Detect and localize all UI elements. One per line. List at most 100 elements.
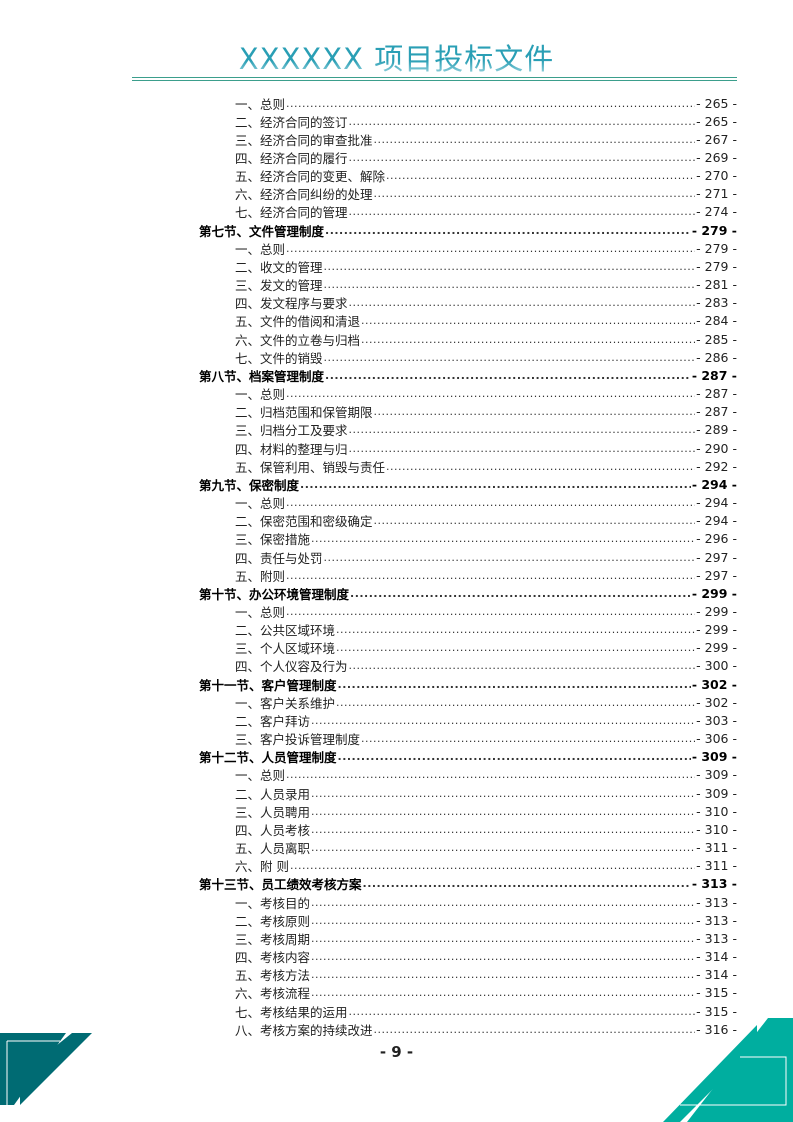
toc-entry[interactable]: 三、客户投诉管理制度 - 306 -: [235, 730, 737, 748]
toc-entry-page: - 287 -: [691, 367, 737, 383]
toc-entry[interactable]: 六、文件的立卷与归档 - 285 -: [235, 330, 737, 348]
toc-section-entry[interactable]: 第十三节、员工绩效考核方案 - 313 -: [199, 875, 737, 893]
toc-section-entry[interactable]: 第八节、档案管理制度 - 287 -: [199, 366, 737, 384]
toc-entry-page: - 286 -: [696, 349, 737, 365]
toc-entry[interactable]: 一、客户关系维护 - 302 -: [235, 693, 737, 711]
toc-entry-page: - 270 -: [696, 168, 737, 184]
toc-entry-label: 四、个人仪容及行为: [235, 659, 348, 675]
toc-entry-label: 第十一节、客户管理制度: [199, 677, 337, 693]
toc-entry-label: 七、文件的销毁: [235, 350, 323, 366]
toc-entry-page: - 309 -: [691, 749, 737, 765]
toc-entry[interactable]: 一、总则 - 287 -: [235, 385, 737, 403]
toc-entry-page: - 283 -: [696, 295, 737, 311]
toc-entry-page: - 279 -: [691, 222, 737, 238]
toc-entry-page: - 285 -: [696, 331, 737, 347]
toc-entry[interactable]: 五、考核方法 - 314 -: [235, 966, 737, 984]
toc-section-entry[interactable]: 第七节、文件管理制度 - 279 -: [199, 221, 737, 239]
toc-entry[interactable]: 八、考核方案的持续改进 - 316 -: [235, 1020, 737, 1038]
toc-entry[interactable]: 三、人员聘用 - 310 -: [235, 802, 737, 820]
toc-entry[interactable]: 一、总则 - 309 -: [235, 766, 737, 784]
toc-entry-label: 四、考核内容: [235, 950, 311, 966]
toc-entry-page: - 265 -: [696, 113, 737, 129]
toc-entry-label: 四、经济合同的履行: [235, 150, 348, 166]
toc-entry[interactable]: 三、保密措施 - 296 -: [235, 530, 737, 548]
toc-entry[interactable]: 二、保密范围和密级确定 - 294 -: [235, 512, 737, 530]
toc-entry-label: 一、总则: [235, 604, 286, 620]
toc-entry[interactable]: 三、发文的管理 - 281 -: [235, 276, 737, 294]
toc-entry[interactable]: 四、发文程序与要求 - 283 -: [235, 294, 737, 312]
toc-entry-page: - 281 -: [696, 277, 737, 293]
toc-entry-page: - 309 -: [696, 767, 737, 783]
toc-entry-label: 第十三节、员工绩效考核方案: [199, 877, 362, 893]
toc-entry[interactable]: 二、人员录用 - 309 -: [235, 784, 737, 802]
toc-entry-page: - 294 -: [696, 495, 737, 511]
toc-entry-page: - 267 -: [696, 131, 737, 147]
toc-entry[interactable]: 二、客户拜访 - 303 -: [235, 711, 737, 729]
toc-entry[interactable]: 七、文件的销毁 - 286 -: [235, 348, 737, 366]
toc-entry[interactable]: 二、归档范围和保管期限 - 287 -: [235, 403, 737, 421]
toc-entry[interactable]: 六、考核流程 - 315 -: [235, 984, 737, 1002]
toc-entry[interactable]: 五、人员离职 - 311 -: [235, 839, 737, 857]
toc-entry-label: 二、客户拜访: [235, 713, 311, 729]
toc-entry[interactable]: 五、附则 - 297 -: [235, 566, 737, 584]
toc-entry-label: 二、经济合同的签订: [235, 114, 348, 130]
toc-section-entry[interactable]: 第十节、办公环境管理制度 - 299 -: [199, 584, 737, 602]
toc-entry-page: - 315 -: [696, 1003, 737, 1019]
toc-entry-page: - 279 -: [696, 240, 737, 256]
toc-entry-page: - 287 -: [696, 404, 737, 420]
toc-entry-page: - 315 -: [696, 985, 737, 1001]
toc-entry[interactable]: 二、考核原则 - 313 -: [235, 911, 737, 929]
toc-entry[interactable]: 七、经济合同的管理 - 274 -: [235, 203, 737, 221]
toc-entry-page: - 274 -: [696, 204, 737, 220]
toc-entry-page: - 300 -: [696, 658, 737, 674]
toc-entry[interactable]: 三、经济合同的审查批准 - 267 -: [235, 130, 737, 148]
toc-entry[interactable]: 二、经济合同的签订 - 265 -: [235, 112, 737, 130]
toc-entry[interactable]: 四、人员考核 - 310 -: [235, 820, 737, 838]
toc-entry-page: - 311 -: [696, 858, 737, 874]
toc-entry-page: - 284 -: [696, 313, 737, 329]
toc-entry[interactable]: 四、个人仪容及行为 - 300 -: [235, 657, 737, 675]
toc-entry-label: 第七节、文件管理制度: [199, 223, 325, 239]
toc-entry[interactable]: 一、总则 - 294 -: [235, 494, 737, 512]
toc-entry-label: 一、考核目的: [235, 895, 311, 911]
toc-entry-label: 四、人员考核: [235, 822, 311, 838]
toc-entry[interactable]: 二、公共区域环境 - 299 -: [235, 621, 737, 639]
toc-section-entry[interactable]: 第十一节、客户管理制度 - 302 -: [199, 675, 737, 693]
document-header-title: XXXXXX 项目投标文件: [238, 42, 555, 76]
toc-entry[interactable]: 一、考核目的 - 313 -: [235, 893, 737, 911]
toc-entry-page: - 289 -: [696, 422, 737, 438]
toc-entry[interactable]: 五、保管利用、销毁与责任 - 292 -: [235, 457, 737, 475]
toc-section-entry[interactable]: 第十二节、人员管理制度 - 309 -: [199, 748, 737, 766]
toc-entry[interactable]: 一、总则 - 299 -: [235, 602, 737, 620]
toc-entry-page: - 313 -: [696, 930, 737, 946]
toc-entry-label: 八、考核方案的持续改进: [235, 1022, 373, 1038]
toc-entry-label: 一、总则: [235, 387, 286, 403]
toc-entry-label: 五、经济合同的变更、解除: [235, 169, 386, 185]
toc-entry-label: 一、总则: [235, 496, 286, 512]
toc-entry-label: 二、收文的管理: [235, 259, 323, 275]
toc-entry[interactable]: 六、附 则 - 311 -: [235, 857, 737, 875]
toc-entry-label: 二、考核原则: [235, 913, 311, 929]
toc-entry[interactable]: 五、经济合同的变更、解除 - 270 -: [235, 167, 737, 185]
toc-entry[interactable]: 四、材料的整理与归 - 290 -: [235, 439, 737, 457]
toc-entry[interactable]: 一、总则 - 265 -: [235, 94, 737, 112]
toc-entry[interactable]: 四、经济合同的履行 - 269 -: [235, 148, 737, 166]
toc-entry[interactable]: 五、文件的借阅和清退 - 284 -: [235, 312, 737, 330]
toc-entry-label: 六、附 则: [235, 859, 289, 875]
toc-entry[interactable]: 三、个人区域环境 - 299 -: [235, 639, 737, 657]
toc-entry-label: 六、文件的立卷与归档: [235, 332, 361, 348]
toc-entry[interactable]: 一、总则 - 279 -: [235, 239, 737, 257]
toc-entry-page: - 292 -: [696, 458, 737, 474]
toc-entry-page: - 297 -: [696, 567, 737, 583]
toc-entry[interactable]: 七、考核结果的运用 - 315 -: [235, 1002, 737, 1020]
toc-entry[interactable]: 三、归档分工及要求 - 289 -: [235, 421, 737, 439]
toc-entry-page: - 296 -: [696, 531, 737, 547]
toc-section-entry[interactable]: 第九节、保密制度 - 294 -: [199, 475, 737, 493]
toc-entry-label: 七、经济合同的管理: [235, 205, 348, 221]
toc-entry-label: 第八节、档案管理制度: [199, 368, 325, 384]
toc-entry[interactable]: 六、经济合同纠纷的处理 - 271 -: [235, 185, 737, 203]
toc-entry[interactable]: 三、考核周期 - 313 -: [235, 929, 737, 947]
toc-entry[interactable]: 四、考核内容 - 314 -: [235, 948, 737, 966]
toc-entry[interactable]: 二、收文的管理 - 279 -: [235, 257, 737, 275]
toc-entry[interactable]: 四、责任与处罚 - 297 -: [235, 548, 737, 566]
